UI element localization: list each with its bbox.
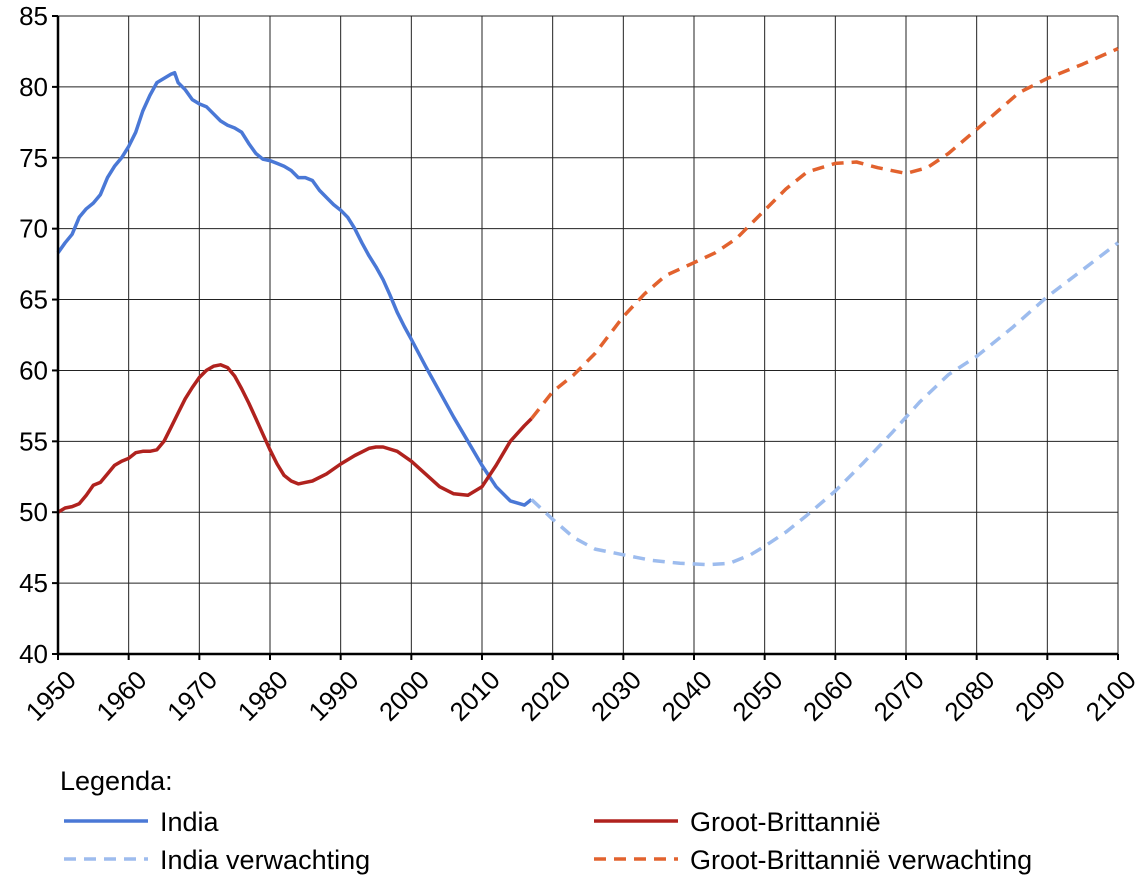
x-tick-label-1960: 1960 <box>90 665 152 727</box>
grid <box>57 15 1119 655</box>
x-tick-label-2060: 2060 <box>797 665 859 727</box>
x-tick-label-2070: 2070 <box>868 665 930 727</box>
series-line-india-verwachting <box>530 241 1120 567</box>
x-tick-label-2040: 2040 <box>656 665 718 727</box>
y-tick-label-40: 40 <box>19 639 48 669</box>
y-tick-label-75: 75 <box>19 143 48 173</box>
y-tick-label-80: 80 <box>19 72 48 102</box>
legend-label-india: India <box>160 807 220 837</box>
x-axis-ticks: 1950 1960 1970 1980 1990 2000 2010 2020 2030 2040… <box>20 654 1142 727</box>
y-tick-label-60: 60 <box>19 355 48 385</box>
y-tick-label-65: 65 <box>19 285 48 315</box>
x-tick-label-2090: 2090 <box>1009 665 1071 727</box>
series-line-groot-brittanni-verwachting <box>530 46 1119 420</box>
x-tick-label-2100: 2100 <box>1080 665 1142 727</box>
y-axis-ticks: 40 45 50 55 60 65 70 75 80 85 <box>19 1 58 669</box>
y-tick-label-70: 70 <box>19 214 48 244</box>
legend-label-india-verwachting: India verwachting <box>160 845 370 875</box>
x-tick-label-1970: 1970 <box>161 665 223 727</box>
series-line-india <box>56 70 533 507</box>
y-tick-label-45: 45 <box>19 568 48 598</box>
x-tick-label-2020: 2020 <box>514 665 576 727</box>
x-tick-label-2010: 2010 <box>444 665 506 727</box>
legend-title: Legenda: <box>60 766 173 796</box>
legend: Legenda: India Groot-Brittannië India ve… <box>60 766 1032 875</box>
legend-label-groot-brittannie-verwachting: Groot-Brittannië verwachting <box>690 845 1032 875</box>
axes <box>56 16 1118 656</box>
x-tick-label-2000: 2000 <box>373 665 435 727</box>
y-tick-label-55: 55 <box>19 426 48 456</box>
x-tick-label-1990: 1990 <box>302 665 364 727</box>
x-tick-label-2030: 2030 <box>585 665 647 727</box>
x-tick-label-2050: 2050 <box>726 665 788 727</box>
x-tick-label-2080: 2080 <box>938 665 1000 727</box>
y-tick-label-50: 50 <box>19 497 48 527</box>
y-tick-label-85: 85 <box>19 1 48 31</box>
series-line-groot-brittanni- <box>57 363 533 514</box>
x-tick-label-1950: 1950 <box>20 665 82 727</box>
series-group <box>56 46 1120 567</box>
legend-label-groot-brittannie: Groot-Brittannië <box>690 807 881 837</box>
x-tick-label-1980: 1980 <box>232 665 294 727</box>
